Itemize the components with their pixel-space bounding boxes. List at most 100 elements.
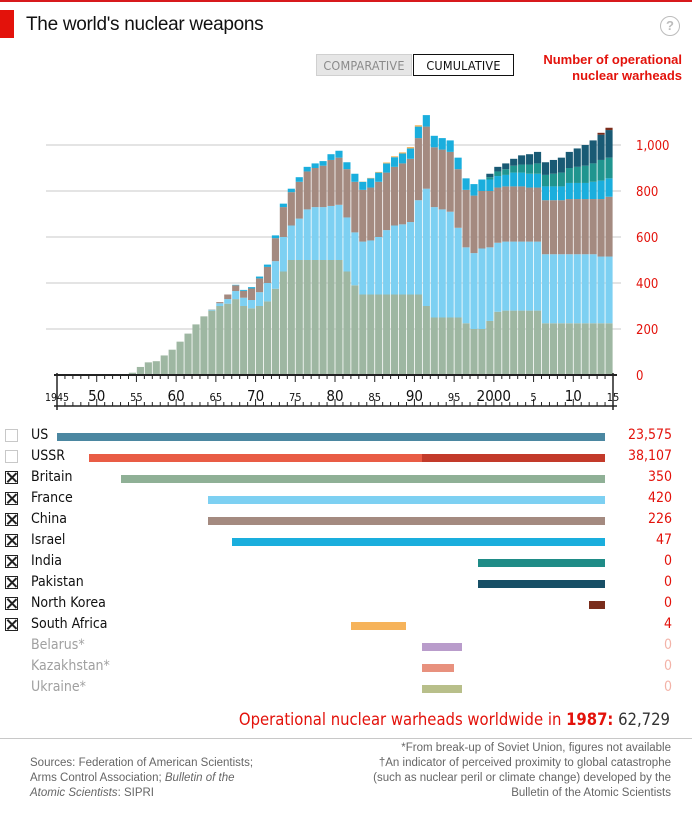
bar-segment-britain[interactable]: [383, 294, 391, 376]
bar-segment-britain[interactable]: [359, 294, 367, 376]
bar-segment-india[interactable]: [581, 165, 589, 183]
bar-segment-france[interactable]: [605, 256, 613, 324]
bar-segment-britain[interactable]: [557, 323, 565, 375]
bar-segment-india[interactable]: [494, 171, 502, 177]
bar-segment-israel[interactable]: [263, 264, 272, 267]
bar-segment-france[interactable]: [375, 237, 383, 295]
bar-segment-india[interactable]: [557, 172, 565, 187]
bar-segment-britain[interactable]: [208, 310, 216, 375]
bar-segment-france[interactable]: [343, 217, 351, 272]
checkbox-india[interactable]: [5, 555, 18, 568]
bar-segment-china[interactable]: [287, 192, 295, 226]
bar-segment-britain[interactable]: [351, 285, 359, 375]
bar-segment-india[interactable]: [518, 164, 526, 173]
bar-segment-china[interactable]: [335, 157, 343, 205]
bar-segment-china[interactable]: [383, 172, 391, 231]
bar-segment-france[interactable]: [430, 207, 438, 318]
bar-segment-india[interactable]: [589, 163, 597, 182]
bar-segment-israel[interactable]: [248, 287, 256, 289]
bar-segment-france[interactable]: [311, 207, 319, 260]
bar-segment-pakistan[interactable]: [502, 163, 510, 170]
checkbox-ussr[interactable]: [5, 450, 18, 463]
checkbox-israel[interactable]: [5, 534, 18, 547]
bar-segment-china[interactable]: [391, 166, 399, 226]
country-row-north-korea[interactable]: North Korea 0: [0, 594, 692, 615]
bar-segment-britain[interactable]: [398, 294, 407, 376]
bar-segment-china[interactable]: [438, 149, 446, 210]
bar-segment-britain[interactable]: [255, 306, 264, 375]
bar-segment-china[interactable]: [526, 187, 534, 242]
bar-segment-britain[interactable]: [295, 260, 303, 375]
bar-segment-britain[interactable]: [589, 323, 597, 375]
bar-segment-france[interactable]: [248, 300, 256, 309]
country-row-south-africa[interactable]: South Africa 4: [0, 615, 692, 636]
bar-segment-china[interactable]: [454, 169, 462, 228]
bar-segment-israel[interactable]: [271, 235, 279, 239]
bar-segment-britain[interactable]: [271, 288, 279, 375]
bar-segment-china[interactable]: [232, 285, 240, 292]
bar-segment-pakistan[interactable]: [510, 158, 518, 166]
bar-segment-pakistan[interactable]: [581, 145, 589, 166]
bar-segment-india[interactable]: [526, 164, 534, 174]
bar-segment-britain[interactable]: [263, 301, 272, 375]
bar-segment-france[interactable]: [263, 283, 272, 302]
bar-segment-israel[interactable]: [510, 172, 518, 187]
bar-segment-france[interactable]: [232, 291, 240, 300]
bar-segment-france[interactable]: [287, 225, 295, 261]
bar-segment-israel[interactable]: [375, 172, 383, 182]
bar-segment-france[interactable]: [279, 237, 287, 272]
bar-segment-china[interactable]: [549, 200, 557, 255]
checkbox-us[interactable]: [5, 429, 18, 442]
bar-segment-france[interactable]: [351, 232, 359, 286]
bar-segment-china[interactable]: [263, 266, 272, 283]
bar-segment-south-africa[interactable]: [414, 125, 422, 127]
bar-segment-france[interactable]: [255, 292, 264, 306]
bar-segment-israel[interactable]: [414, 126, 422, 139]
bar-segment-israel[interactable]: [343, 162, 351, 170]
country-row-belarus[interactable]: Belarus* 0: [0, 636, 692, 657]
country-row-israel[interactable]: Israel 47: [0, 531, 692, 552]
bar-segment-china[interactable]: [271, 238, 279, 262]
bar-segment-britain[interactable]: [248, 308, 256, 375]
country-row-pakistan[interactable]: Pakistan 0: [0, 573, 692, 594]
bar-segment-south-africa[interactable]: [406, 147, 415, 149]
bar-segment-britain[interactable]: [200, 316, 208, 375]
bar-segment-china[interactable]: [573, 199, 581, 255]
bar-segment-israel[interactable]: [287, 188, 295, 193]
bar-segment-china[interactable]: [470, 195, 478, 254]
bar-segment-pakistan[interactable]: [589, 140, 597, 164]
bar-segment-india[interactable]: [605, 157, 613, 179]
bar-segment-china[interactable]: [367, 187, 375, 241]
bar-segment-france[interactable]: [327, 205, 335, 260]
bar-segment-france[interactable]: [398, 224, 407, 295]
bar-segment-britain[interactable]: [327, 260, 335, 375]
bar-segment-france[interactable]: [549, 254, 557, 324]
bar-segment-north-korea[interactable]: [605, 127, 613, 131]
bar-segment-china[interactable]: [375, 181, 383, 237]
bar-segment-france[interactable]: [319, 207, 327, 260]
bar-segment-france[interactable]: [446, 211, 454, 318]
bar-segment-india[interactable]: [533, 163, 542, 174]
bar-segment-britain[interactable]: [533, 310, 542, 375]
bar-segment-pakistan[interactable]: [486, 173, 494, 178]
bar-segment-israel[interactable]: [359, 181, 367, 190]
bar-segment-france[interactable]: [486, 247, 494, 321]
country-row-ussr[interactable]: USSR 38,107: [0, 447, 692, 468]
bar-segment-israel[interactable]: [406, 148, 415, 159]
bar-segment-britain[interactable]: [605, 323, 613, 375]
country-row-ukraine[interactable]: Ukraine* 0: [0, 678, 692, 699]
bar-segment-north-korea[interactable]: [597, 132, 605, 135]
checkbox-britain[interactable]: [5, 471, 18, 484]
bar-segment-china[interactable]: [557, 200, 565, 255]
bar-segment-israel[interactable]: [240, 289, 248, 291]
bar-segment-israel[interactable]: [470, 184, 478, 196]
bar-segment-israel[interactable]: [454, 157, 462, 170]
bar-segment-israel[interactable]: [398, 153, 407, 164]
bar-segment-china[interactable]: [216, 302, 224, 304]
bar-segment-france[interactable]: [367, 240, 375, 295]
bar-segment-france[interactable]: [518, 241, 526, 311]
bar-segment-china[interactable]: [541, 200, 550, 255]
bar-segment-britain[interactable]: [168, 349, 176, 375]
bar-segment-britain[interactable]: [287, 260, 295, 375]
bar-segment-britain[interactable]: [224, 303, 232, 375]
